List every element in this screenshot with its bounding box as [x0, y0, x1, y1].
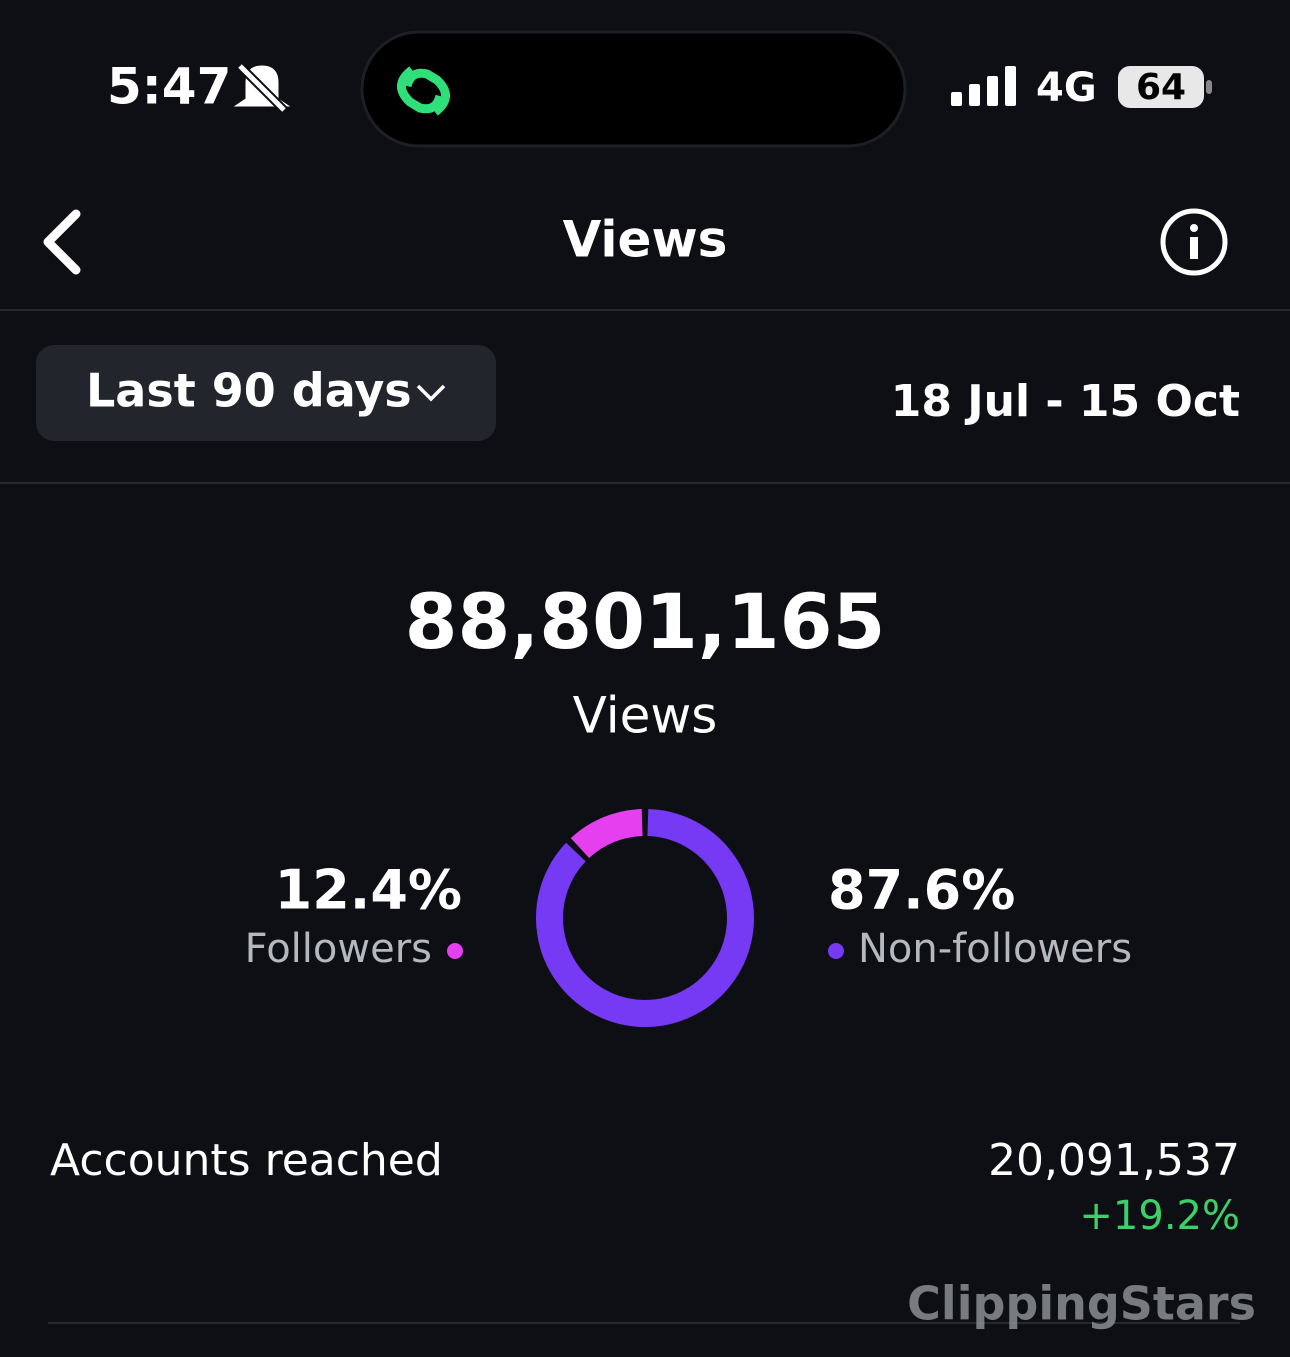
battery-level: 64	[1136, 67, 1186, 108]
legend-dot	[828, 943, 844, 959]
nonfollowers-percent: 87.6%	[828, 859, 1015, 922]
range-label: Last 90 days	[86, 364, 412, 418]
mute-icon	[233, 62, 291, 114]
date-range: 18 Jul - 15 Oct	[891, 376, 1240, 427]
nonfollowers-label: Non-followers	[858, 926, 1132, 972]
donut-segment	[570, 809, 644, 859]
legend-dot	[447, 943, 463, 959]
metric-change: +19.2%	[1079, 1193, 1240, 1239]
status-time: 5:47	[107, 58, 231, 116]
metric-label: Accounts reached	[50, 1135, 443, 1186]
page-title: Views	[563, 211, 728, 269]
network-label: 4G	[1036, 65, 1097, 111]
donut-chart	[536, 809, 754, 1027]
battery-cap	[1206, 80, 1212, 94]
range-selector[interactable]	[36, 345, 496, 441]
total-label: Views	[573, 687, 718, 745]
watermark: ClippingStars	[907, 1277, 1256, 1331]
link-icon	[397, 66, 450, 116]
back-button[interactable]	[43, 209, 81, 275]
metric-value: 20,091,537	[988, 1135, 1240, 1186]
donut-segment	[536, 809, 754, 1027]
followers-percent: 12.4%	[275, 859, 462, 922]
signal-icon	[951, 66, 1016, 106]
info-button[interactable]	[1160, 208, 1228, 276]
followers-label: Followers	[245, 926, 432, 972]
battery-body	[1118, 66, 1204, 108]
dropdown-chevron	[416, 384, 446, 402]
total-views: 88,801,165	[405, 577, 886, 666]
dynamic-island	[360, 30, 907, 148]
